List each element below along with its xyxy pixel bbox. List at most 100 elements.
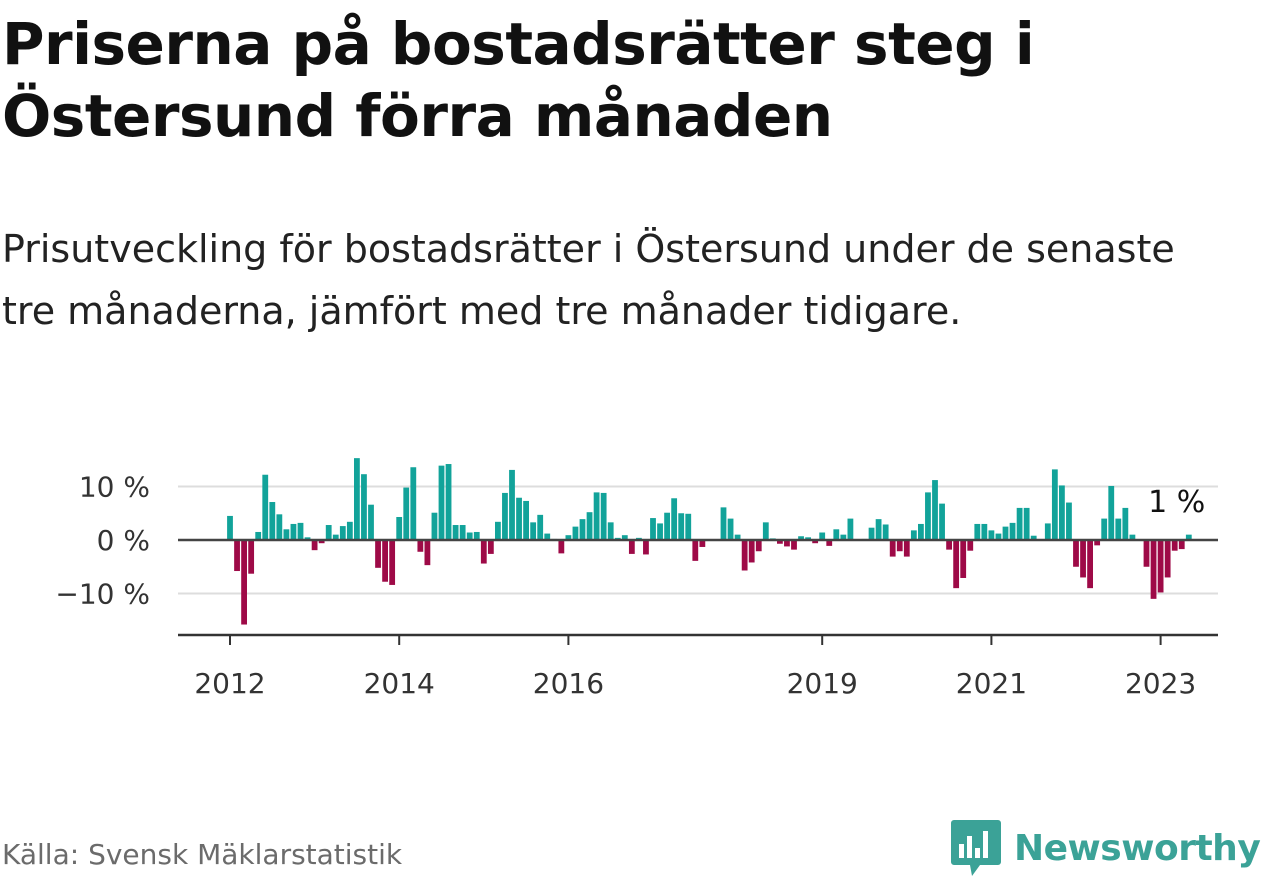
bar xyxy=(889,540,896,557)
bar xyxy=(791,540,797,550)
bar xyxy=(1108,485,1115,540)
bar xyxy=(1164,540,1171,578)
y-tick-label: 0 % xyxy=(97,524,150,557)
bar xyxy=(777,540,783,544)
bar xyxy=(262,474,269,540)
bar xyxy=(480,540,487,564)
bar xyxy=(600,492,607,540)
bar xyxy=(290,523,297,540)
bar xyxy=(981,523,988,540)
bar xyxy=(361,474,367,540)
brand-logo[interactable]: Newsworthy xyxy=(950,818,1261,878)
bar xyxy=(1087,540,1093,589)
newsworthy-logo-icon xyxy=(951,820,1001,876)
bar xyxy=(382,540,388,582)
bar xyxy=(487,540,494,554)
bar xyxy=(664,512,670,540)
bar xyxy=(995,533,1002,540)
bar xyxy=(368,504,374,540)
bar-chart: 10 % 0 % −10 % 2012 2014 2016 2019 2021 2023 1 … xyxy=(55,458,1218,700)
bar xyxy=(495,521,501,540)
bar xyxy=(974,523,981,540)
bar xyxy=(819,532,826,540)
bar xyxy=(847,518,854,540)
bar xyxy=(332,534,339,540)
bar xyxy=(967,540,974,551)
bar xyxy=(389,540,396,585)
bar xyxy=(650,518,656,540)
bar xyxy=(417,540,424,552)
bar xyxy=(918,523,924,540)
brand-name: Newsworthy xyxy=(1014,827,1261,869)
bar xyxy=(699,540,706,547)
bar xyxy=(403,487,410,540)
bar xyxy=(473,531,480,540)
bar xyxy=(1122,507,1129,540)
bar xyxy=(424,540,431,566)
bar xyxy=(755,540,762,552)
bar xyxy=(579,519,586,540)
bar xyxy=(318,540,325,544)
x-tick-label: 2016 xyxy=(533,667,604,700)
bar xyxy=(234,540,240,572)
bar xyxy=(297,522,304,540)
bar xyxy=(339,526,346,540)
bar xyxy=(1080,540,1086,578)
bar xyxy=(1030,535,1037,540)
bar xyxy=(396,516,403,540)
bar xyxy=(1157,540,1164,593)
bar xyxy=(1066,502,1072,540)
bar xyxy=(960,540,967,578)
bar xyxy=(255,531,262,540)
bar xyxy=(530,522,537,540)
bar xyxy=(1150,540,1157,599)
bar xyxy=(1178,540,1185,550)
bar xyxy=(565,535,572,540)
bar xyxy=(727,518,734,540)
bar xyxy=(1129,534,1136,540)
bar xyxy=(438,465,445,540)
bar xyxy=(375,540,381,568)
y-axis-labels: 10 % 0 % −10 % xyxy=(55,471,150,611)
bar xyxy=(1002,526,1009,540)
last-value-label: 1 % xyxy=(1148,485,1205,520)
bar xyxy=(685,513,692,540)
bar xyxy=(311,540,318,551)
bar xyxy=(720,507,727,540)
bar xyxy=(325,525,332,540)
bar xyxy=(628,540,635,554)
bar xyxy=(741,540,748,571)
bar xyxy=(643,540,649,555)
bar xyxy=(910,530,917,540)
bar xyxy=(410,467,417,540)
bar xyxy=(466,532,473,540)
bar xyxy=(925,492,931,540)
bar xyxy=(896,540,903,552)
chart-subtitle: Prisutveckling för bostadsrätter i Öster… xyxy=(2,227,1175,333)
bar xyxy=(875,519,882,540)
bar xyxy=(354,458,360,540)
bar xyxy=(621,535,628,540)
bar xyxy=(431,512,438,540)
bar xyxy=(1185,534,1192,540)
bar xyxy=(607,522,614,540)
bar xyxy=(805,537,811,540)
bar xyxy=(445,464,452,540)
bar xyxy=(762,522,769,540)
bar xyxy=(734,534,741,540)
x-axis-ticks: 2012 2014 2016 2019 2021 2023 xyxy=(194,635,1196,700)
y-tick-label: −10 % xyxy=(55,578,150,611)
bar xyxy=(1115,518,1122,540)
bar xyxy=(812,540,819,544)
bar xyxy=(1143,540,1150,567)
bar xyxy=(868,527,875,540)
bar xyxy=(1101,518,1108,540)
bar xyxy=(784,540,790,547)
bar xyxy=(248,540,255,574)
bar xyxy=(1016,507,1023,540)
x-tick-label: 2012 xyxy=(194,667,265,700)
bar xyxy=(748,540,755,563)
bar xyxy=(840,534,847,540)
bar xyxy=(304,537,311,540)
bar xyxy=(1171,540,1178,551)
